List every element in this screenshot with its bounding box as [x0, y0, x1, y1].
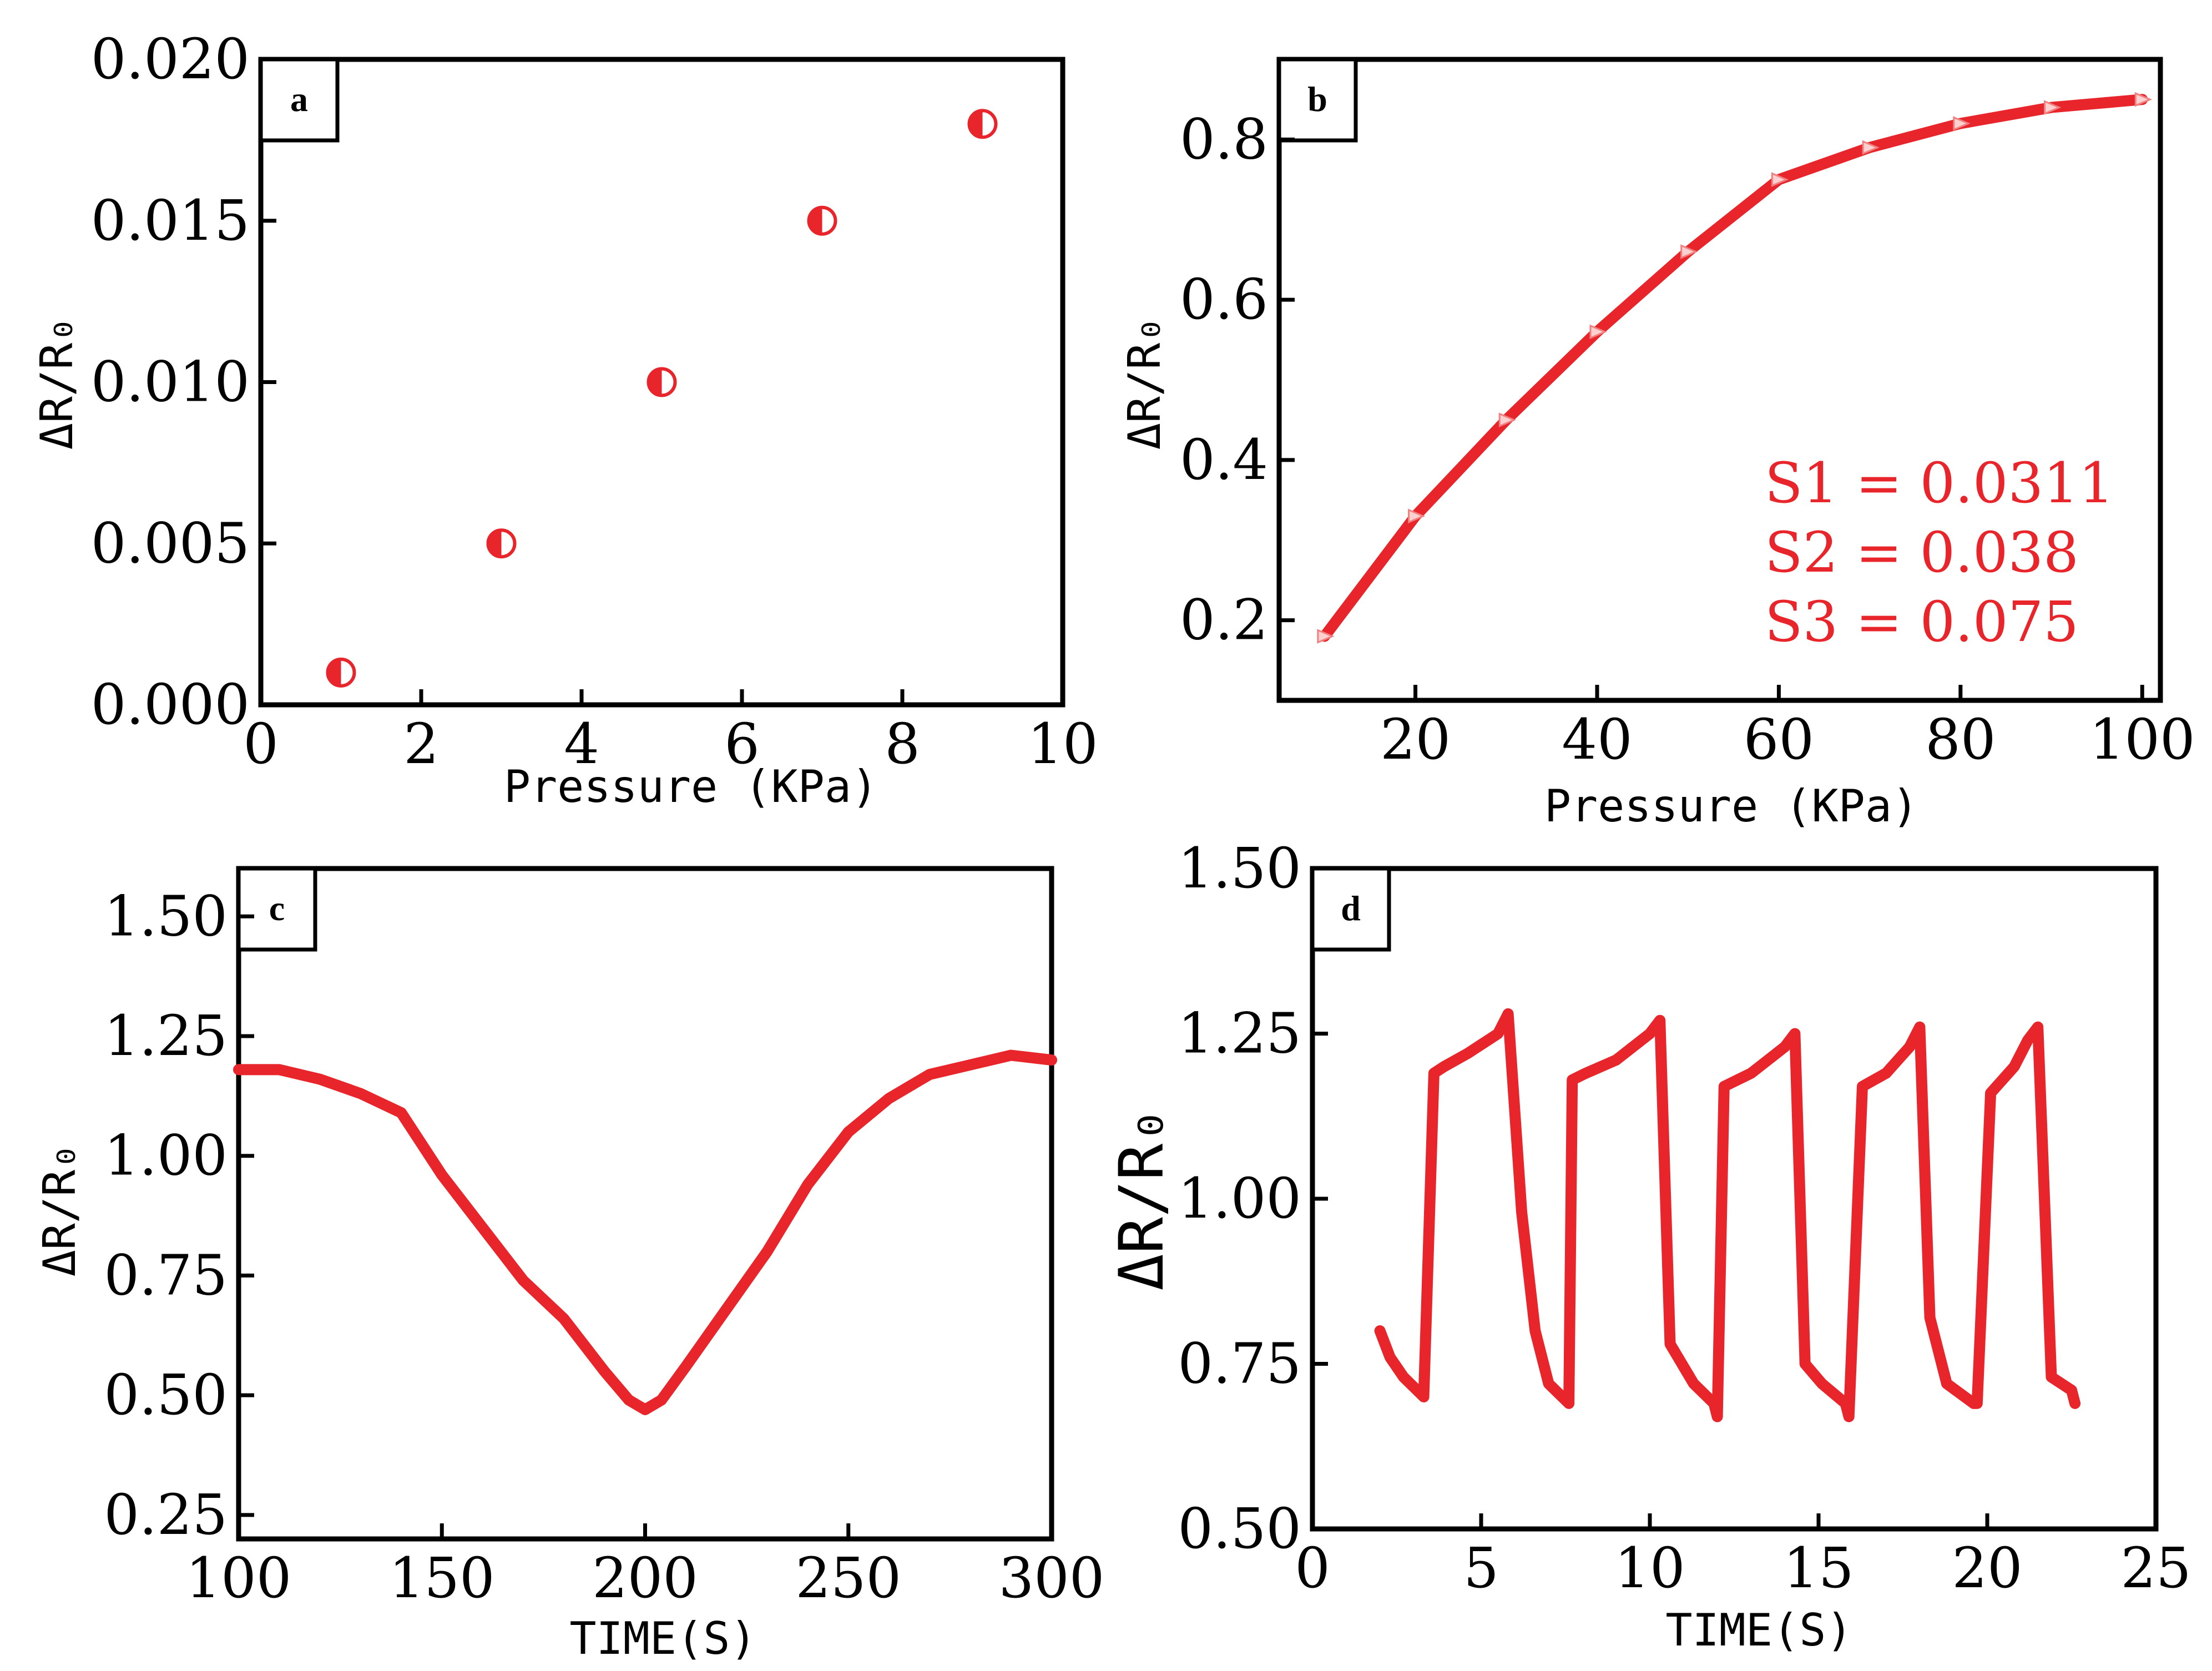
- panel-b-frame: [1276, 57, 2163, 703]
- panel-b-y-axis: 0.2 0.4 0.6 0.8: [1180, 107, 1295, 653]
- panel-b-letter: b: [1307, 79, 1327, 119]
- panel-b-data-point: [1317, 629, 1335, 644]
- panel-a-data-points: [326, 109, 998, 688]
- panel-c-letter-box: [236, 866, 317, 952]
- panel-b-y-tick-label: 0.4: [1180, 427, 1268, 492]
- panel-c-y-axis: 0.25 0.50 0.75 1.00 1.25 1.50: [104, 884, 254, 1547]
- panel-c-series-line: [233, 1049, 1057, 1415]
- panel-a-data-point: [326, 657, 356, 688]
- panel-b-data-point: [1680, 244, 1698, 259]
- panel-a-y-axis: 0.000 0.005 0.010 0.015 0.020: [91, 27, 276, 737]
- panel-a-x-tick-label: 2: [403, 711, 439, 776]
- panel-c-x-tick-label: 200: [592, 1546, 698, 1611]
- panel-b-y-axis-label: ΔR/R₀: [1119, 316, 1170, 450]
- panel-d-x-tick-label: 0: [1295, 1536, 1330, 1601]
- panel-a-x-axis-label: Pressure (KPa): [504, 761, 878, 812]
- panel-c-x-axis: 100 150 200 250 300: [186, 1523, 1105, 1611]
- panel-b-data-point: [1862, 140, 1880, 155]
- panel-a-x-tick-label: 4: [564, 711, 599, 776]
- panel-d-x-axis-label: TIME(S): [1665, 1604, 1852, 1656]
- panel-c-frame: [236, 866, 1054, 1542]
- panel-d-x-axis: 0 5 10 15 20 25: [1295, 1513, 2191, 1601]
- panel-d-y-tick-label: 0.75: [1178, 1331, 1301, 1396]
- panel-c-y-tick-label: 1.00: [104, 1123, 228, 1188]
- panel-b-data-point: [2134, 92, 2153, 107]
- panel-c-x-axis-label: TIME(S): [569, 1613, 756, 1664]
- panel-b-x-tick-label: 20: [1380, 707, 1451, 772]
- panel-d-series-line: [1374, 1008, 2081, 1422]
- panel-a-data-point: [807, 205, 837, 236]
- panel-b-annotation-s1: S1 = 0.0311: [1765, 451, 2114, 516]
- panel-a: a 0 2 4 6 8 10 0.000 0.005 0.010 0.015 0.020 Pres…: [31, 27, 1098, 812]
- panel-b-letter-box: [1277, 57, 1358, 143]
- panel-a-data-point: [967, 109, 998, 139]
- panel-a-y-tick-label: 0.005: [91, 511, 250, 575]
- panel-b-y-tick-label: 0.2: [1180, 588, 1268, 653]
- panel-c-x-tick-label: 150: [389, 1546, 495, 1611]
- panel-b-data-point: [1589, 324, 1607, 340]
- panel-d-y-tick-label: 1.00: [1178, 1166, 1301, 1231]
- panel-c-series: [233, 1049, 1057, 1415]
- panel-c: c 100 150 200 250 300 0.25 0.50 0.75 1.00 1.25 1.…: [34, 866, 1105, 1664]
- panel-d-y-tick-label: 1.50: [1178, 836, 1301, 901]
- panel-c-y-tick-label: 0.25: [104, 1482, 228, 1547]
- panel-b-data-point: [1498, 412, 1517, 427]
- panel-d-y-axis-label: ΔR/R₀: [1106, 1107, 1177, 1290]
- panel-b-x-tick-label: 40: [1562, 707, 1632, 772]
- panel-d-letter-box: [1310, 866, 1391, 952]
- panel-c-y-axis-label: ΔR/R₀: [34, 1143, 85, 1277]
- panel-b-x-axis-label: Pressure (KPa): [1544, 780, 1918, 832]
- panel-b-x-axis: 20 40 60 80 100: [1380, 685, 2195, 772]
- panel-d-x-tick-label: 20: [1952, 1536, 2022, 1601]
- panel-d: d 0 5 10 15 20 25 0.50 0.75 1.00 1.25 1.50 TIME(S…: [1106, 836, 2191, 1656]
- panel-a-y-tick-label: 0.020: [91, 27, 250, 92]
- panel-b-data-point: [1953, 116, 1971, 131]
- panel-d-x-tick-label: 10: [1614, 1536, 1685, 1601]
- panel-a-x-axis: 0 2 4 6 8 10: [243, 689, 1098, 776]
- panel-d-x-tick-label: 15: [1783, 1536, 1854, 1601]
- panel-a-data-point: [647, 367, 677, 397]
- panel-c-x-tick-label: 100: [186, 1546, 292, 1611]
- panel-b-y-tick-label: 0.8: [1180, 107, 1268, 171]
- panel-b-data-point: [1408, 508, 1426, 524]
- panel-d-x-tick-label: 5: [1463, 1536, 1499, 1601]
- panel-c-x-tick-label: 300: [999, 1546, 1105, 1611]
- panel-c-y-tick-label: 1.50: [104, 884, 228, 948]
- panel-a-letter: a: [290, 79, 308, 119]
- panel-d-frame: [1310, 866, 2159, 1532]
- panel-b-x-tick-label: 80: [1925, 707, 1996, 772]
- panel-a-y-tick-label: 0.010: [91, 350, 250, 415]
- panel-d-x-tick-label: 25: [2120, 1536, 2191, 1601]
- panel-b-annotation-s3: S3 = 0.075: [1765, 589, 2079, 654]
- panel-b-series-line: [1319, 94, 2148, 642]
- panel-d-letter: d: [1341, 888, 1361, 928]
- panel-b-y-tick-label: 0.6: [1180, 267, 1268, 332]
- panel-a-y-tick-label: 0.015: [91, 188, 250, 253]
- panel-b: b 20 40 60 80 100 0.2 0.4 0.6 0.8 S1 = 0.0311 S…: [1119, 57, 2195, 832]
- panel-b-series: [1317, 92, 2153, 644]
- panel-b-x-tick-label: 60: [1744, 707, 1814, 772]
- panel-a-y-axis-label: ΔR/R₀: [31, 316, 83, 450]
- panel-b-x-tick-label: 100: [2089, 707, 2195, 772]
- panel-c-y-tick-label: 1.25: [104, 1003, 228, 1068]
- panel-c-y-tick-label: 0.75: [104, 1243, 228, 1307]
- panel-d-series: [1374, 1008, 2081, 1422]
- panel-b-annotation-s2: S2 = 0.038: [1765, 520, 2079, 585]
- panel-a-x-tick-label: 6: [724, 711, 760, 776]
- panel-c-y-tick-label: 0.50: [104, 1362, 228, 1427]
- panel-c-letter: c: [269, 888, 285, 928]
- panel-a-x-tick-label: 10: [1027, 711, 1098, 776]
- panel-a-data-point: [486, 528, 517, 559]
- panel-d-y-tick-label: 1.25: [1178, 1001, 1301, 1066]
- panel-d-y-tick-label: 0.50: [1178, 1496, 1301, 1561]
- panel-c-x-tick-label: 250: [795, 1546, 901, 1611]
- panel-d-y-axis: 0.50 0.75 1.00 1.25 1.50: [1178, 836, 1328, 1561]
- panel-b-data-point: [1771, 172, 1789, 187]
- panel-b-data-point: [2044, 100, 2062, 115]
- panel-a-x-tick-label: 0: [243, 711, 279, 776]
- panel-a-x-tick-label: 8: [885, 711, 920, 776]
- panel-a-y-tick-label: 0.000: [91, 672, 250, 737]
- panel-a-letter-box: [259, 57, 340, 143]
